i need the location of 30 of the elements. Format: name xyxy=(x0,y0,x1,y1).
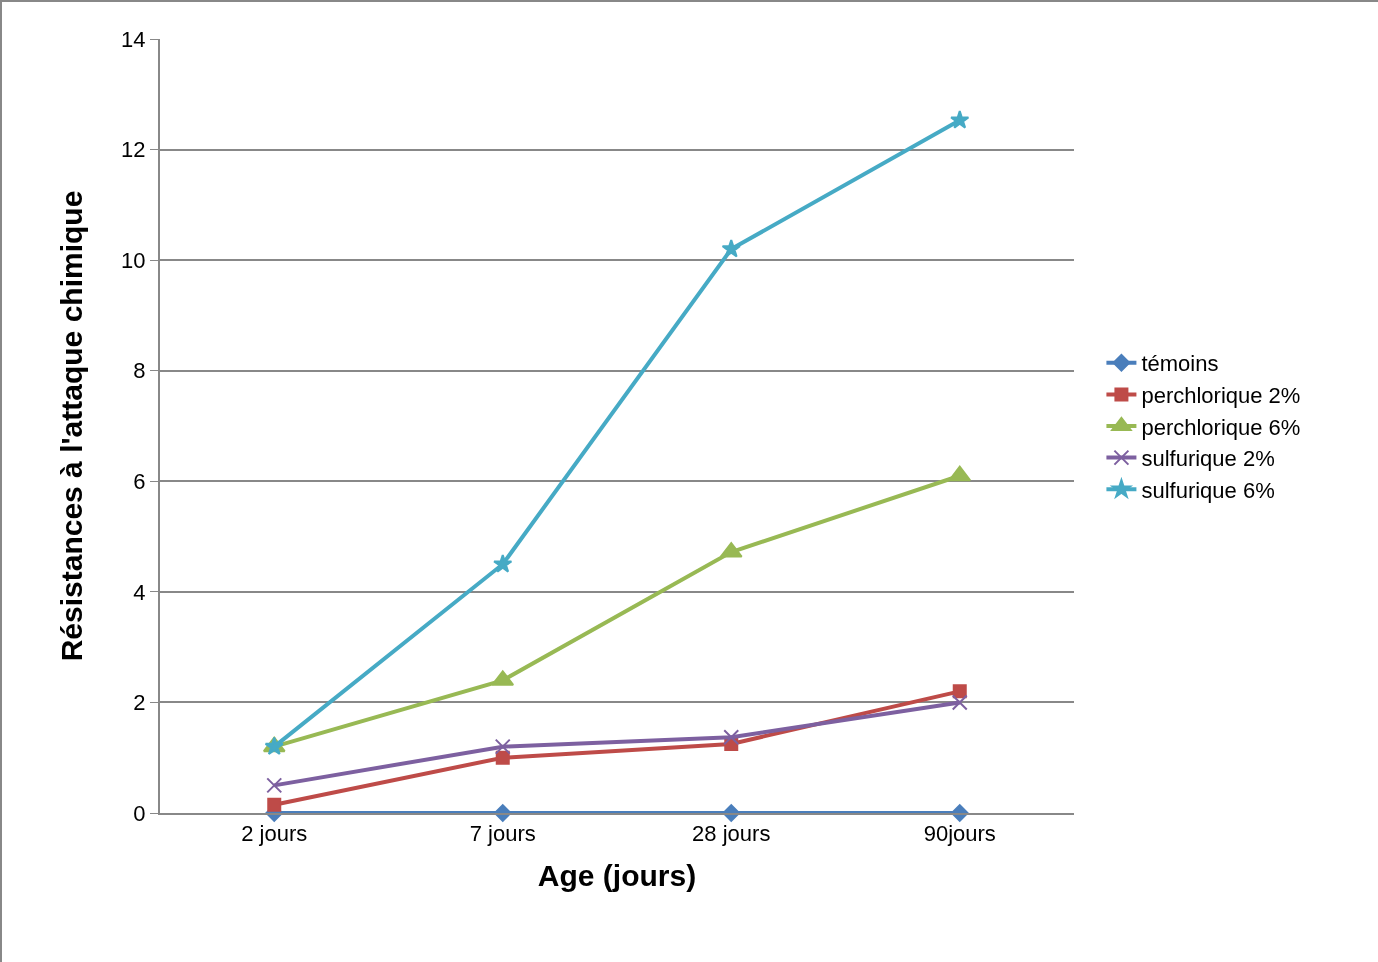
x-axis-title: Age (jours) xyxy=(537,859,697,893)
point xyxy=(493,554,513,573)
point xyxy=(267,797,282,812)
point xyxy=(950,110,970,129)
y-tick-label: 4 xyxy=(133,579,146,605)
x-tick-label: 28 jours xyxy=(692,821,771,847)
legend-label: perchlorique 6% xyxy=(1141,414,1301,440)
y-tick-label: 6 xyxy=(133,468,146,494)
point xyxy=(723,729,740,746)
point xyxy=(495,750,510,765)
x-tick-label: 2 jours xyxy=(241,821,308,847)
legend-label: perchlorique 2% xyxy=(1141,382,1301,408)
x-tick-label: 90jours xyxy=(923,821,996,847)
y-tick-label: 8 xyxy=(133,358,146,384)
point xyxy=(952,684,967,699)
y-tick-label: 14 xyxy=(121,26,146,52)
y-tick-label: 0 xyxy=(133,800,146,826)
y-tick-label: 10 xyxy=(121,247,146,273)
y-axis-title: Résistances à l'attaque chimique xyxy=(54,190,88,662)
point xyxy=(948,465,972,482)
legend-label: sulfurique 2% xyxy=(1141,446,1275,472)
point xyxy=(494,738,511,755)
legend-label: témoins xyxy=(1141,351,1219,377)
y-tick-label: 2 xyxy=(133,690,146,716)
y-tick-label: 12 xyxy=(121,137,146,163)
point xyxy=(266,777,283,794)
point xyxy=(721,238,741,258)
x-tick-label: 7 jours xyxy=(469,821,536,847)
point xyxy=(951,694,968,711)
legend-label: sulfurique 6% xyxy=(1141,477,1275,503)
